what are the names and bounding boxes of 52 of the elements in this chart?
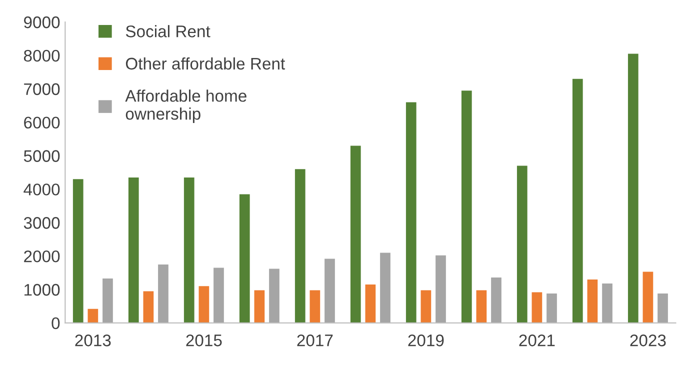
bar [461, 90, 472, 323]
bar [406, 102, 416, 323]
bar [516, 166, 528, 323]
bar [324, 258, 335, 323]
y-tick-label: 0 [52, 317, 60, 330]
x-tick-label: 2019 [408, 334, 444, 346]
bar [587, 279, 598, 323]
bar [420, 290, 432, 323]
bar [658, 294, 668, 323]
bar [572, 78, 583, 323]
bar [184, 178, 194, 323]
x-tick-label: 2023 [630, 334, 666, 346]
y-tick-label: 8000 [24, 50, 60, 62]
y-tick-label: 4000 [24, 184, 60, 196]
bar [72, 179, 84, 323]
bar [532, 292, 542, 323]
legend-label: Social Rent [126, 25, 210, 38]
y-tick-label: 1000 [24, 284, 60, 296]
y-tick-label: 7000 [24, 83, 60, 96]
legend-label: Other affordable Rent [126, 57, 286, 70]
bar [198, 286, 210, 323]
y-tick-label: 2000 [24, 250, 60, 262]
bar [310, 290, 320, 323]
y-tick-label: 9000 [24, 16, 60, 28]
y-tick-label: 5000 [24, 150, 60, 162]
y-tick-label: 3000 [24, 217, 60, 229]
bar [158, 264, 168, 323]
bar [88, 308, 98, 323]
bar [365, 284, 376, 323]
bar [491, 277, 502, 323]
bar [294, 169, 306, 323]
bar [380, 252, 390, 323]
bar [350, 146, 361, 323]
bar [102, 278, 113, 323]
x-tick-label: 2017 [297, 334, 333, 346]
bar [239, 194, 250, 323]
bar [602, 284, 612, 323]
bar [476, 290, 487, 323]
x-tick-label: 2015 [186, 334, 222, 346]
bar [642, 272, 654, 323]
y-tick-label: 6000 [24, 116, 60, 129]
x-tick-label: 2021 [519, 334, 555, 346]
legend-label: Affordable home ownership [125, 90, 246, 124]
x-tick-label: 2013 [75, 334, 111, 346]
bar [546, 294, 557, 323]
bar [269, 268, 280, 323]
bar [254, 290, 265, 323]
bar [143, 291, 154, 323]
bar [628, 54, 638, 323]
bar [128, 178, 139, 323]
bar [214, 268, 224, 323]
bar [436, 255, 446, 323]
